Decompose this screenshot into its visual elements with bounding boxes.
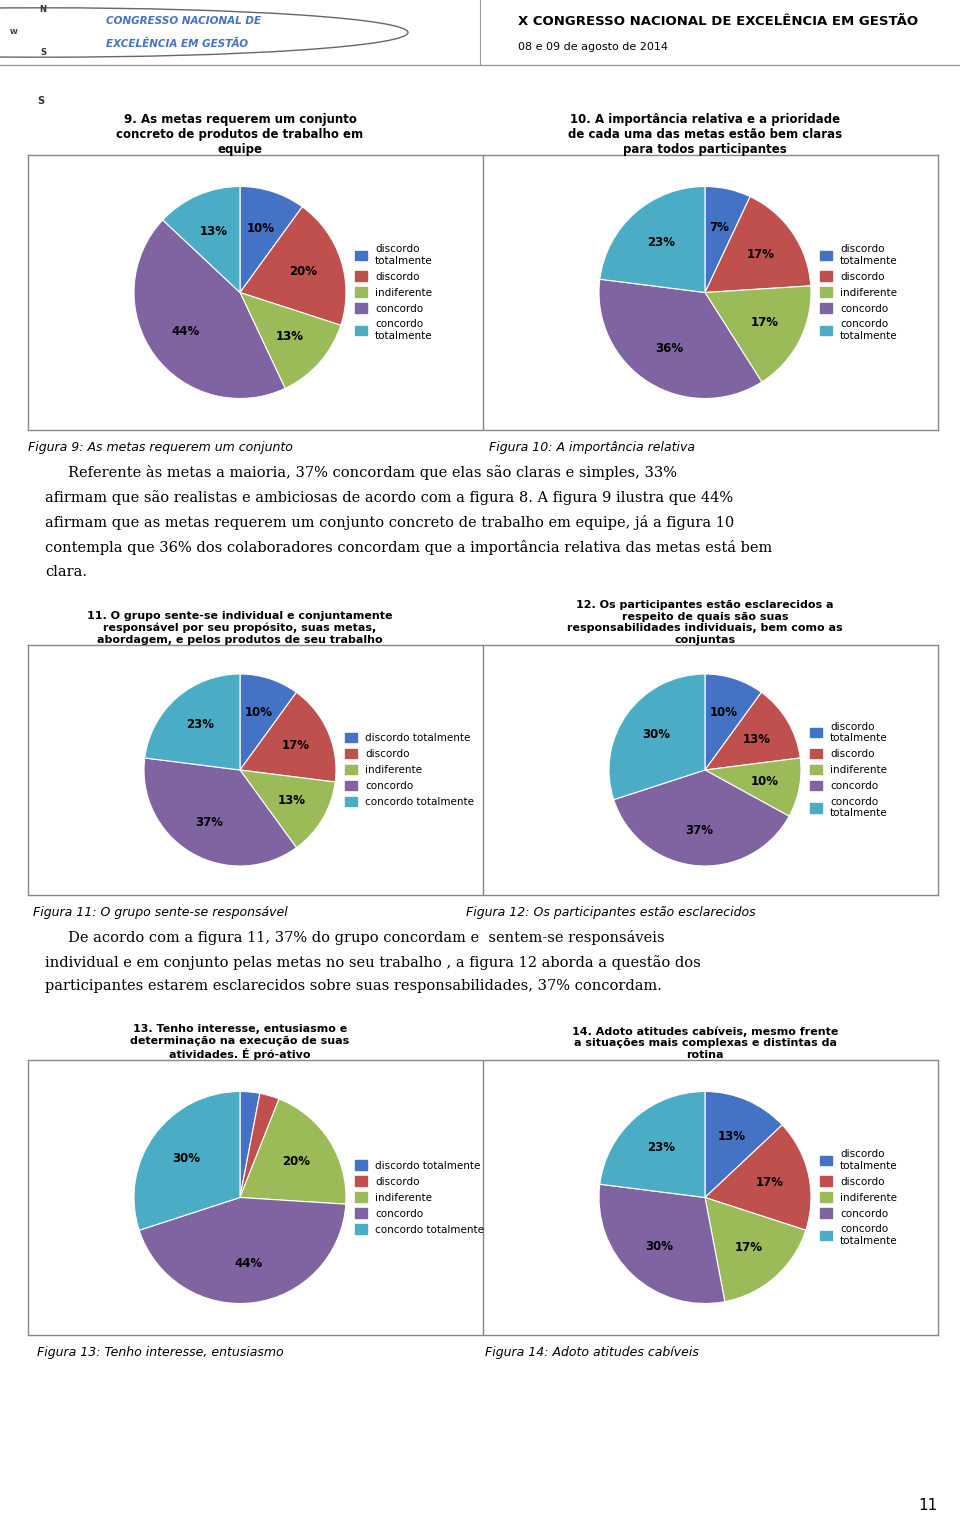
Legend: discordo
totalmente, discordo, indiferente, concordo, concordo
totalmente: discordo totalmente, discordo, indiferen… bbox=[806, 717, 892, 823]
Wedge shape bbox=[705, 1197, 805, 1302]
Wedge shape bbox=[145, 674, 240, 770]
Wedge shape bbox=[240, 187, 302, 293]
Text: 13%: 13% bbox=[278, 794, 306, 807]
Wedge shape bbox=[600, 187, 705, 293]
Text: 17%: 17% bbox=[751, 316, 779, 330]
Text: 13%: 13% bbox=[200, 225, 228, 237]
Text: CONGRESSO NACIONAL DE: CONGRESSO NACIONAL DE bbox=[106, 15, 261, 26]
Wedge shape bbox=[240, 1094, 279, 1197]
Wedge shape bbox=[705, 1092, 782, 1197]
Wedge shape bbox=[240, 693, 336, 782]
Legend: discordo
totalmente, discordo, indiferente, concordo, concordo
totalmente: discordo totalmente, discordo, indiferen… bbox=[816, 240, 902, 345]
Text: 10%: 10% bbox=[709, 706, 737, 718]
Title: 9. As metas requerem um conjunto
concreto de produtos de trabalho em
equipe: 9. As metas requerem um conjunto concret… bbox=[116, 112, 364, 156]
Text: 37%: 37% bbox=[195, 816, 224, 828]
Text: 10%: 10% bbox=[245, 706, 273, 718]
Text: 13%: 13% bbox=[276, 330, 304, 343]
Text: 44%: 44% bbox=[234, 1258, 262, 1270]
Wedge shape bbox=[705, 674, 761, 770]
Legend: discordo totalmente, discordo, indiferente, concordo, concordo totalmente: discordo totalmente, discordo, indiferen… bbox=[351, 1156, 489, 1238]
Text: Figura 10: A importância relativa: Figura 10: A importância relativa bbox=[490, 441, 695, 454]
Text: W: W bbox=[10, 29, 17, 35]
Wedge shape bbox=[705, 196, 811, 293]
Title: 14. Adoto atitudes cabíveis, mesmo frente
a situações mais complexas e distintas: 14. Adoto atitudes cabíveis, mesmo frent… bbox=[572, 1027, 838, 1060]
Text: 08 e 09 de agosto de 2014: 08 e 09 de agosto de 2014 bbox=[518, 43, 668, 52]
Wedge shape bbox=[134, 1092, 240, 1230]
Text: N: N bbox=[39, 5, 47, 14]
Wedge shape bbox=[705, 693, 801, 770]
Wedge shape bbox=[134, 220, 285, 398]
Text: 36%: 36% bbox=[655, 342, 684, 355]
Wedge shape bbox=[240, 1098, 346, 1205]
Wedge shape bbox=[600, 1092, 705, 1197]
Wedge shape bbox=[163, 187, 240, 293]
Wedge shape bbox=[240, 1092, 260, 1197]
Legend: discordo totalmente, discordo, indiferente, concordo, concordo totalmente: discordo totalmente, discordo, indiferen… bbox=[341, 729, 478, 811]
Text: 23%: 23% bbox=[647, 235, 675, 249]
Wedge shape bbox=[144, 758, 297, 866]
Text: Figura 11: O grupo sente-se responsável: Figura 11: O grupo sente-se responsável bbox=[33, 905, 287, 919]
Text: Figura 9: As metas requerem um conjunto: Figura 9: As metas requerem um conjunto bbox=[28, 441, 293, 454]
Wedge shape bbox=[240, 293, 341, 389]
Text: EXCELÊNCIA EM GESTÃO: EXCELÊNCIA EM GESTÃO bbox=[106, 39, 248, 49]
Text: 23%: 23% bbox=[186, 718, 214, 731]
Title: 12. Os participantes estão esclarecidos a
respeito de quais são suas
responsabil: 12. Os participantes estão esclarecidos … bbox=[567, 600, 843, 646]
Text: Figura 14: Adoto atitudes cabíveis: Figura 14: Adoto atitudes cabíveis bbox=[485, 1346, 699, 1360]
Text: X CONGRESSO NACIONAL DE EXCELÊNCIA EM GESTÃO: X CONGRESSO NACIONAL DE EXCELÊNCIA EM GE… bbox=[518, 15, 919, 27]
Wedge shape bbox=[705, 286, 811, 381]
Text: 7%: 7% bbox=[709, 220, 730, 234]
Wedge shape bbox=[240, 207, 346, 325]
Text: 17%: 17% bbox=[756, 1176, 784, 1189]
Text: Figura 12: Os participantes estão esclarecidos: Figura 12: Os participantes estão esclar… bbox=[466, 905, 756, 919]
Text: 17%: 17% bbox=[735, 1241, 763, 1255]
Wedge shape bbox=[599, 1185, 725, 1303]
Text: Figura 13: Tenho interesse, entusiasmo: Figura 13: Tenho interesse, entusiasmo bbox=[36, 1346, 283, 1360]
Text: 30%: 30% bbox=[645, 1240, 673, 1253]
Text: De acordo com a figura 11, 37% do grupo concordam e  sentem-se responsáveis
indi: De acordo com a figura 11, 37% do grupo … bbox=[45, 930, 701, 993]
Wedge shape bbox=[240, 674, 297, 770]
Title: 10. A importância relativa e a prioridade
de cada uma das metas estão bem claras: 10. A importância relativa e a prioridad… bbox=[568, 112, 842, 156]
Wedge shape bbox=[139, 1197, 346, 1303]
Text: 13%: 13% bbox=[717, 1130, 746, 1142]
Text: 17%: 17% bbox=[281, 740, 309, 752]
Wedge shape bbox=[705, 758, 801, 816]
Wedge shape bbox=[599, 279, 762, 398]
Legend: discordo
totalmente, discordo, indiferente, concordo, concordo
totalmente: discordo totalmente, discordo, indiferen… bbox=[351, 240, 437, 345]
Legend: discordo
totalmente, discordo, indiferente, concordo, concordo
totalmente: discordo totalmente, discordo, indiferen… bbox=[816, 1145, 902, 1250]
Text: 10%: 10% bbox=[247, 222, 275, 235]
Wedge shape bbox=[240, 770, 335, 848]
Text: S: S bbox=[36, 96, 44, 105]
Title: 11. O grupo sente-se individual e conjuntamente
responsável por seu propósito, s: 11. O grupo sente-se individual e conjun… bbox=[87, 611, 393, 646]
Text: Referente às metas a maioria, 37% concordam que elas são claras e simples, 33%
a: Referente às metas a maioria, 37% concor… bbox=[45, 465, 772, 579]
Wedge shape bbox=[705, 1126, 811, 1230]
Text: 30%: 30% bbox=[642, 728, 670, 741]
Text: S: S bbox=[40, 49, 46, 58]
Wedge shape bbox=[705, 187, 750, 293]
Text: 20%: 20% bbox=[290, 266, 318, 278]
Text: 37%: 37% bbox=[685, 823, 713, 837]
Text: 17%: 17% bbox=[746, 249, 774, 261]
Text: 10%: 10% bbox=[751, 775, 779, 788]
Text: 20%: 20% bbox=[282, 1156, 310, 1168]
Text: 30%: 30% bbox=[172, 1151, 200, 1165]
Wedge shape bbox=[613, 770, 789, 866]
Title: 13. Tenho interesse, entusiasmo e
determinação na execução de suas
atividades. É: 13. Tenho interesse, entusiasmo e determ… bbox=[131, 1024, 349, 1060]
Text: 44%: 44% bbox=[172, 325, 200, 339]
Text: 11: 11 bbox=[919, 1498, 938, 1513]
Wedge shape bbox=[609, 674, 705, 799]
Text: 13%: 13% bbox=[743, 732, 771, 746]
Text: 23%: 23% bbox=[647, 1141, 675, 1154]
